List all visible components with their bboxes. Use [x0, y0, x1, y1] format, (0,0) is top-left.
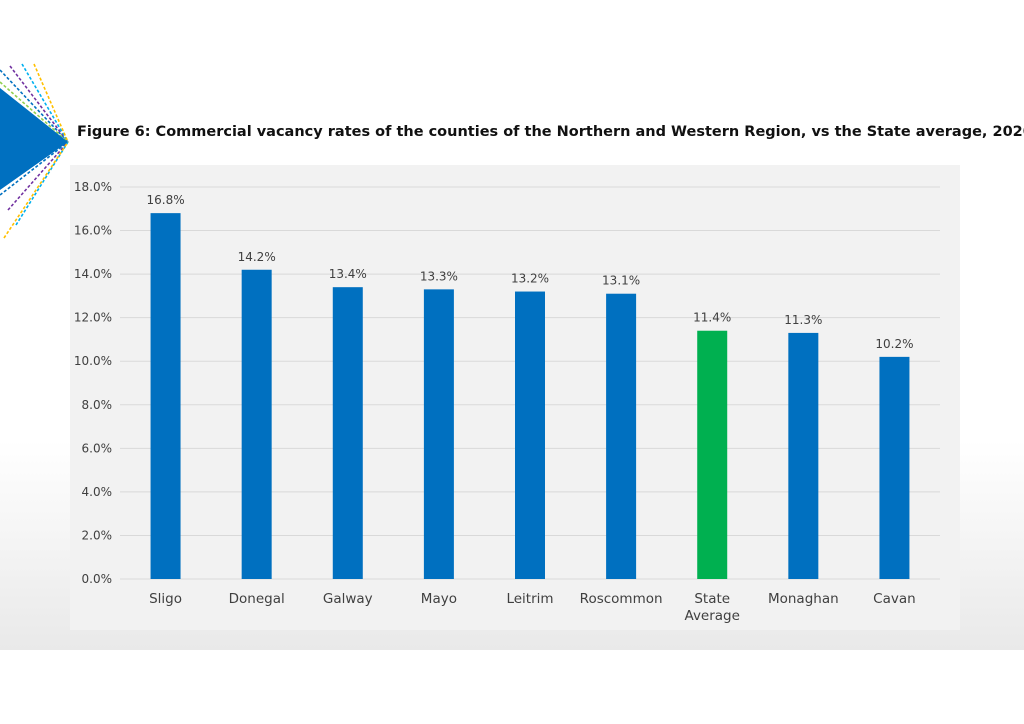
- fan-line: [0, 141, 69, 196]
- y-tick-label: 8.0%: [82, 398, 113, 412]
- arrow-fan-logo-icon: [0, 63, 69, 239]
- fan-line: [15, 141, 69, 226]
- fan-line: [3, 141, 69, 239]
- x-tick-label: State: [694, 591, 730, 607]
- figure-title: Figure 6: Commercial vacancy rates of th…: [77, 124, 1024, 140]
- fan-line: [9, 65, 69, 143]
- bar: [879, 356, 910, 579]
- x-tick-label: Leitrim: [506, 591, 553, 607]
- bar: [515, 291, 545, 579]
- data-label: 16.8%: [146, 193, 184, 207]
- fan-line: [0, 69, 69, 143]
- fan-line: [33, 63, 69, 143]
- x-tick-label: Sligo: [149, 591, 182, 607]
- bar: [697, 330, 728, 579]
- data-label: 13.2%: [511, 272, 549, 286]
- x-tick-label: Monaghan: [768, 591, 839, 607]
- arrow-head: [0, 88, 68, 190]
- data-label: 11.4%: [693, 311, 731, 325]
- data-label: 13.4%: [329, 267, 367, 281]
- y-tick-label: 10.0%: [74, 354, 112, 368]
- fan-line: [0, 81, 69, 143]
- x-tick-label: Galway: [323, 591, 373, 607]
- y-tick-label: 18.0%: [74, 180, 112, 194]
- bar: [606, 293, 637, 579]
- data-label: 14.2%: [238, 250, 276, 264]
- y-tick-label: 12.0%: [74, 311, 112, 325]
- data-label: 13.3%: [420, 269, 458, 283]
- y-tick-label: 16.0%: [74, 224, 112, 238]
- x-tick-label: Average: [685, 608, 740, 624]
- fan-line: [21, 63, 69, 143]
- data-label: 11.3%: [784, 313, 822, 327]
- y-tick-label: 2.0%: [82, 528, 113, 542]
- chart-area: 0.0% 2.0% 4.0% 6.0% 8.0% 10.0% 12.0% 14.0% 16.0%…: [70, 165, 960, 630]
- y-tick-label: 6.0%: [82, 441, 113, 455]
- y-tick-label: 4.0%: [82, 485, 113, 499]
- x-tick-label: Roscommon: [580, 591, 663, 607]
- y-tick-label: 14.0%: [74, 267, 112, 281]
- bar-chart: 0.0% 2.0% 4.0% 6.0% 8.0% 10.0% 12.0% 14.0% 16.0%…: [74, 180, 940, 624]
- x-tick-label: Mayo: [421, 591, 457, 607]
- bar: [332, 287, 363, 579]
- bar: [423, 289, 454, 579]
- x-tick-label: Cavan: [873, 591, 916, 607]
- bar: [788, 332, 819, 579]
- y-tick-label: 0.0%: [82, 572, 113, 586]
- fan-line: [7, 141, 69, 211]
- data-label: 13.1%: [602, 274, 640, 288]
- x-tick-label: Donegal: [229, 591, 285, 607]
- bar: [241, 269, 272, 579]
- data-label: 10.2%: [875, 337, 913, 351]
- bar: [150, 213, 181, 579]
